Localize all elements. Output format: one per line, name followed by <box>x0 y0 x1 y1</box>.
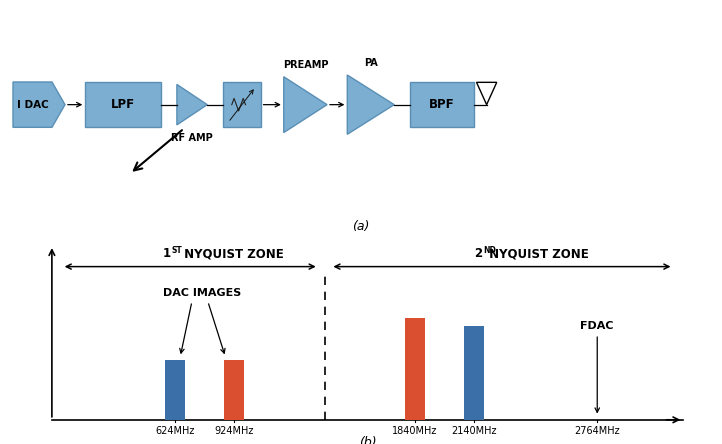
Polygon shape <box>13 82 65 127</box>
Text: DAC IMAGES: DAC IMAGES <box>162 288 241 298</box>
Text: 1840MHz: 1840MHz <box>392 426 438 436</box>
Bar <box>225 361 244 420</box>
Text: NYQUIST ZONE: NYQUIST ZONE <box>180 247 284 260</box>
Text: 924MHz: 924MHz <box>214 426 254 436</box>
Text: (a): (a) <box>352 220 370 233</box>
FancyBboxPatch shape <box>410 82 474 127</box>
Polygon shape <box>347 75 394 134</box>
Text: ST: ST <box>171 246 182 255</box>
Polygon shape <box>477 82 497 105</box>
FancyBboxPatch shape <box>223 82 261 127</box>
Text: RF AMP: RF AMP <box>171 133 213 143</box>
Text: ND: ND <box>483 246 496 255</box>
Text: 2764MHz: 2764MHz <box>575 426 620 436</box>
Text: BPF: BPF <box>429 98 455 111</box>
Text: 2: 2 <box>474 247 482 260</box>
Polygon shape <box>284 77 327 133</box>
Text: (b): (b) <box>359 436 376 444</box>
Bar <box>405 317 425 420</box>
Text: LPF: LPF <box>111 98 135 111</box>
Text: 624MHz: 624MHz <box>155 426 195 436</box>
Polygon shape <box>177 84 207 125</box>
Text: I DAC: I DAC <box>17 99 48 110</box>
Bar <box>464 326 484 420</box>
Text: FDAC: FDAC <box>580 321 614 331</box>
Bar <box>165 361 185 420</box>
Text: 1: 1 <box>162 247 170 260</box>
Text: NYQUIST ZONE: NYQUIST ZONE <box>485 247 589 260</box>
Text: PREAMP: PREAMP <box>282 60 329 70</box>
FancyBboxPatch shape <box>85 82 161 127</box>
Text: 2140MHz: 2140MHz <box>451 426 497 436</box>
Text: PA: PA <box>364 58 378 68</box>
